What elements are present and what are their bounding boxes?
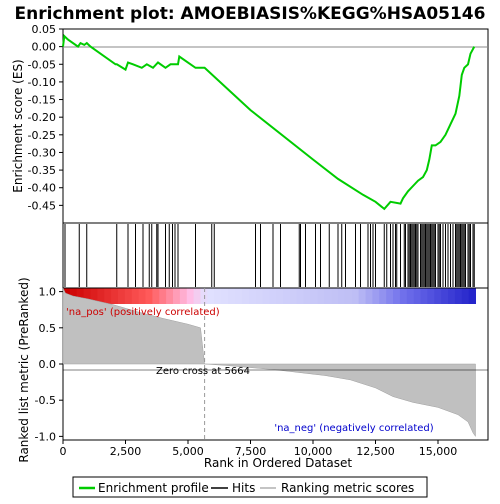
es-y-tick-label: -0.25 (28, 129, 56, 142)
metric-y-tick-label: 1.0 (39, 286, 57, 299)
es-y-tick-label: -0.15 (28, 94, 56, 107)
metric-y-tick-label: -0.5 (35, 394, 56, 407)
color-bar-segment (344, 288, 353, 304)
color-bar-segment (186, 288, 195, 304)
color-bar-segment (131, 288, 140, 304)
x-tick-label: 2,500 (110, 445, 142, 458)
color-bar-segment (193, 288, 201, 304)
color-bar-segment (393, 288, 401, 304)
color-bar-segment (351, 288, 360, 304)
color-bar-segment (207, 288, 215, 304)
color-bar-segment (358, 288, 366, 304)
color-bar-segment (166, 288, 174, 304)
color-bar-segment (379, 288, 387, 304)
color-bar-segment (248, 288, 256, 304)
color-bar-segment (138, 288, 146, 304)
es-y-tick-label: -0.05 (28, 58, 56, 71)
color-bar-segment (289, 288, 298, 304)
x-tick-label: 5,000 (172, 445, 204, 458)
metric-y-ticks: 1.0 0.5 0.0 -0.5 -1.0 (35, 286, 63, 443)
color-bar-segment (173, 288, 181, 304)
color-bar-segment (406, 288, 415, 304)
color-bar-segment (372, 288, 380, 304)
color-bar-segment (262, 288, 270, 304)
es-y-ticks: 0.05 0.00 -0.05 -0.10 -0.15 -0.20 -0.25 -0.30 -0… (28, 23, 63, 212)
color-bar-segment (427, 288, 435, 304)
color-bar-segment (97, 288, 105, 304)
es-y-tick-label: -0.30 (28, 146, 56, 159)
ranking-color-bar (63, 288, 476, 304)
color-bar-segment (118, 288, 126, 304)
color-bar-segment (124, 288, 133, 304)
color-bar-segment (441, 288, 449, 304)
color-bar-segment (152, 288, 160, 304)
x-axis-label: Rank in Ordered Dataset (204, 456, 352, 470)
metric-y-axis-label: Ranked list metric (PreRanked) (17, 277, 31, 462)
enrichment-profile-line (62, 34, 476, 211)
x-tick-label: 15,000 (419, 445, 458, 458)
color-bar-segment (434, 288, 442, 304)
color-bar-segment (90, 288, 98, 304)
color-bar-segment (399, 288, 408, 304)
color-bar-segment (310, 288, 318, 304)
color-bar-segment (179, 288, 188, 304)
color-bar-segment (386, 288, 394, 304)
legend-box (72, 476, 428, 498)
es-y-tick-label: 0.05 (32, 23, 57, 36)
color-bar-segment (317, 288, 325, 304)
color-bar-segment (111, 288, 119, 304)
es-y-tick-label: -0.10 (28, 76, 56, 89)
negative-correlation-label: 'na_neg' (negatively correlated) (274, 423, 433, 434)
x-tick-label: 10,000 (294, 445, 333, 458)
es-y-axis-label: Enrichment score (ES) (11, 59, 25, 192)
color-bar-segment (283, 288, 291, 304)
zero-cross-label: Zero cross at 5664 (156, 366, 250, 377)
color-bar-segment (324, 288, 332, 304)
color-bar-segment (331, 288, 339, 304)
color-bar-segment (83, 288, 91, 304)
metric-y-tick-label: -1.0 (35, 430, 56, 443)
color-bar-segment (468, 288, 476, 304)
color-bar-segment (145, 288, 153, 304)
color-bar-segment (365, 288, 373, 304)
color-bar-segment (413, 288, 421, 304)
color-bar-segment (420, 288, 428, 304)
color-bar-segment (104, 288, 112, 304)
metric-x-ticks: 0 2,500 5,000 7,500 10,000 12,500 15,000 (60, 440, 458, 458)
color-bar-segment (461, 288, 470, 304)
positive-correlation-label: 'na_pos' (positively correlated) (66, 307, 220, 318)
legend-hits-label: Hits (232, 481, 255, 495)
color-bar-segment (338, 288, 346, 304)
hits-markers (64, 224, 475, 287)
color-bar-segment (448, 288, 456, 304)
color-bar-segment (296, 288, 305, 304)
legend-enrichment-label: Enrichment profile (98, 481, 209, 495)
legend-metric-label: Ranking metric scores (281, 481, 414, 495)
color-bar-segment (159, 288, 167, 304)
metric-y-tick-label: 0.0 (39, 358, 57, 371)
color-bar-segment (214, 288, 222, 304)
color-bar-segment (303, 288, 311, 304)
x-tick-label: 12,500 (356, 445, 395, 458)
color-bar-segment (76, 288, 85, 304)
es-y-tick-label: -0.35 (28, 164, 56, 177)
color-bar-segment (269, 288, 277, 304)
color-bar-segment (221, 288, 229, 304)
metric-y-tick-label: 0.5 (39, 322, 57, 335)
chart-title: Enrichment plot: AMOEBIASIS%KEGG%HSA0514… (15, 4, 486, 24)
color-bar-segment (241, 288, 250, 304)
color-bar-segment (276, 288, 284, 304)
es-y-tick-label: -0.20 (28, 111, 56, 124)
x-tick-label: 0 (60, 445, 67, 458)
es-y-tick-label: -0.45 (28, 199, 56, 212)
color-bar-segment (255, 288, 263, 304)
color-bar-segment (234, 288, 243, 304)
es-y-tick-label: 0.00 (32, 41, 57, 54)
x-tick-label: 7,500 (235, 445, 267, 458)
color-bar-segment (454, 288, 463, 304)
es-y-tick-label: -0.40 (28, 182, 56, 195)
color-bar-segment (228, 288, 236, 304)
